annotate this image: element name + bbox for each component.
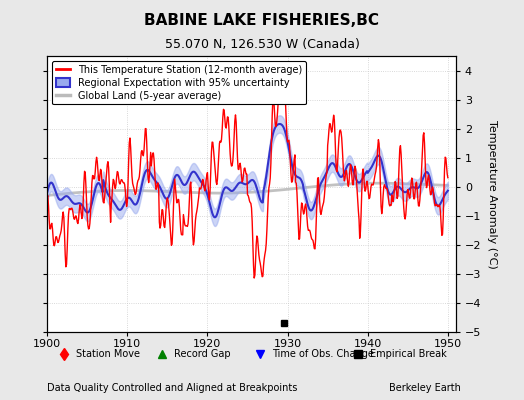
Text: 55.070 N, 126.530 W (Canada): 55.070 N, 126.530 W (Canada) [165,38,359,50]
Text: Berkeley Earth: Berkeley Earth [389,383,461,393]
Text: Empirical Break: Empirical Break [370,349,447,359]
Text: Record Gap: Record Gap [174,349,231,359]
Text: Data Quality Controlled and Aligned at Breakpoints: Data Quality Controlled and Aligned at B… [47,383,298,393]
Text: BABINE LAKE FISHERIES,BC: BABINE LAKE FISHERIES,BC [145,12,379,28]
Legend: This Temperature Station (12-month average), Regional Expectation with 95% uncer: This Temperature Station (12-month avera… [52,61,307,104]
Text: Station Move: Station Move [76,349,140,359]
Text: Time of Obs. Change: Time of Obs. Change [272,349,374,359]
Y-axis label: Temperature Anomaly (°C): Temperature Anomaly (°C) [487,120,497,268]
